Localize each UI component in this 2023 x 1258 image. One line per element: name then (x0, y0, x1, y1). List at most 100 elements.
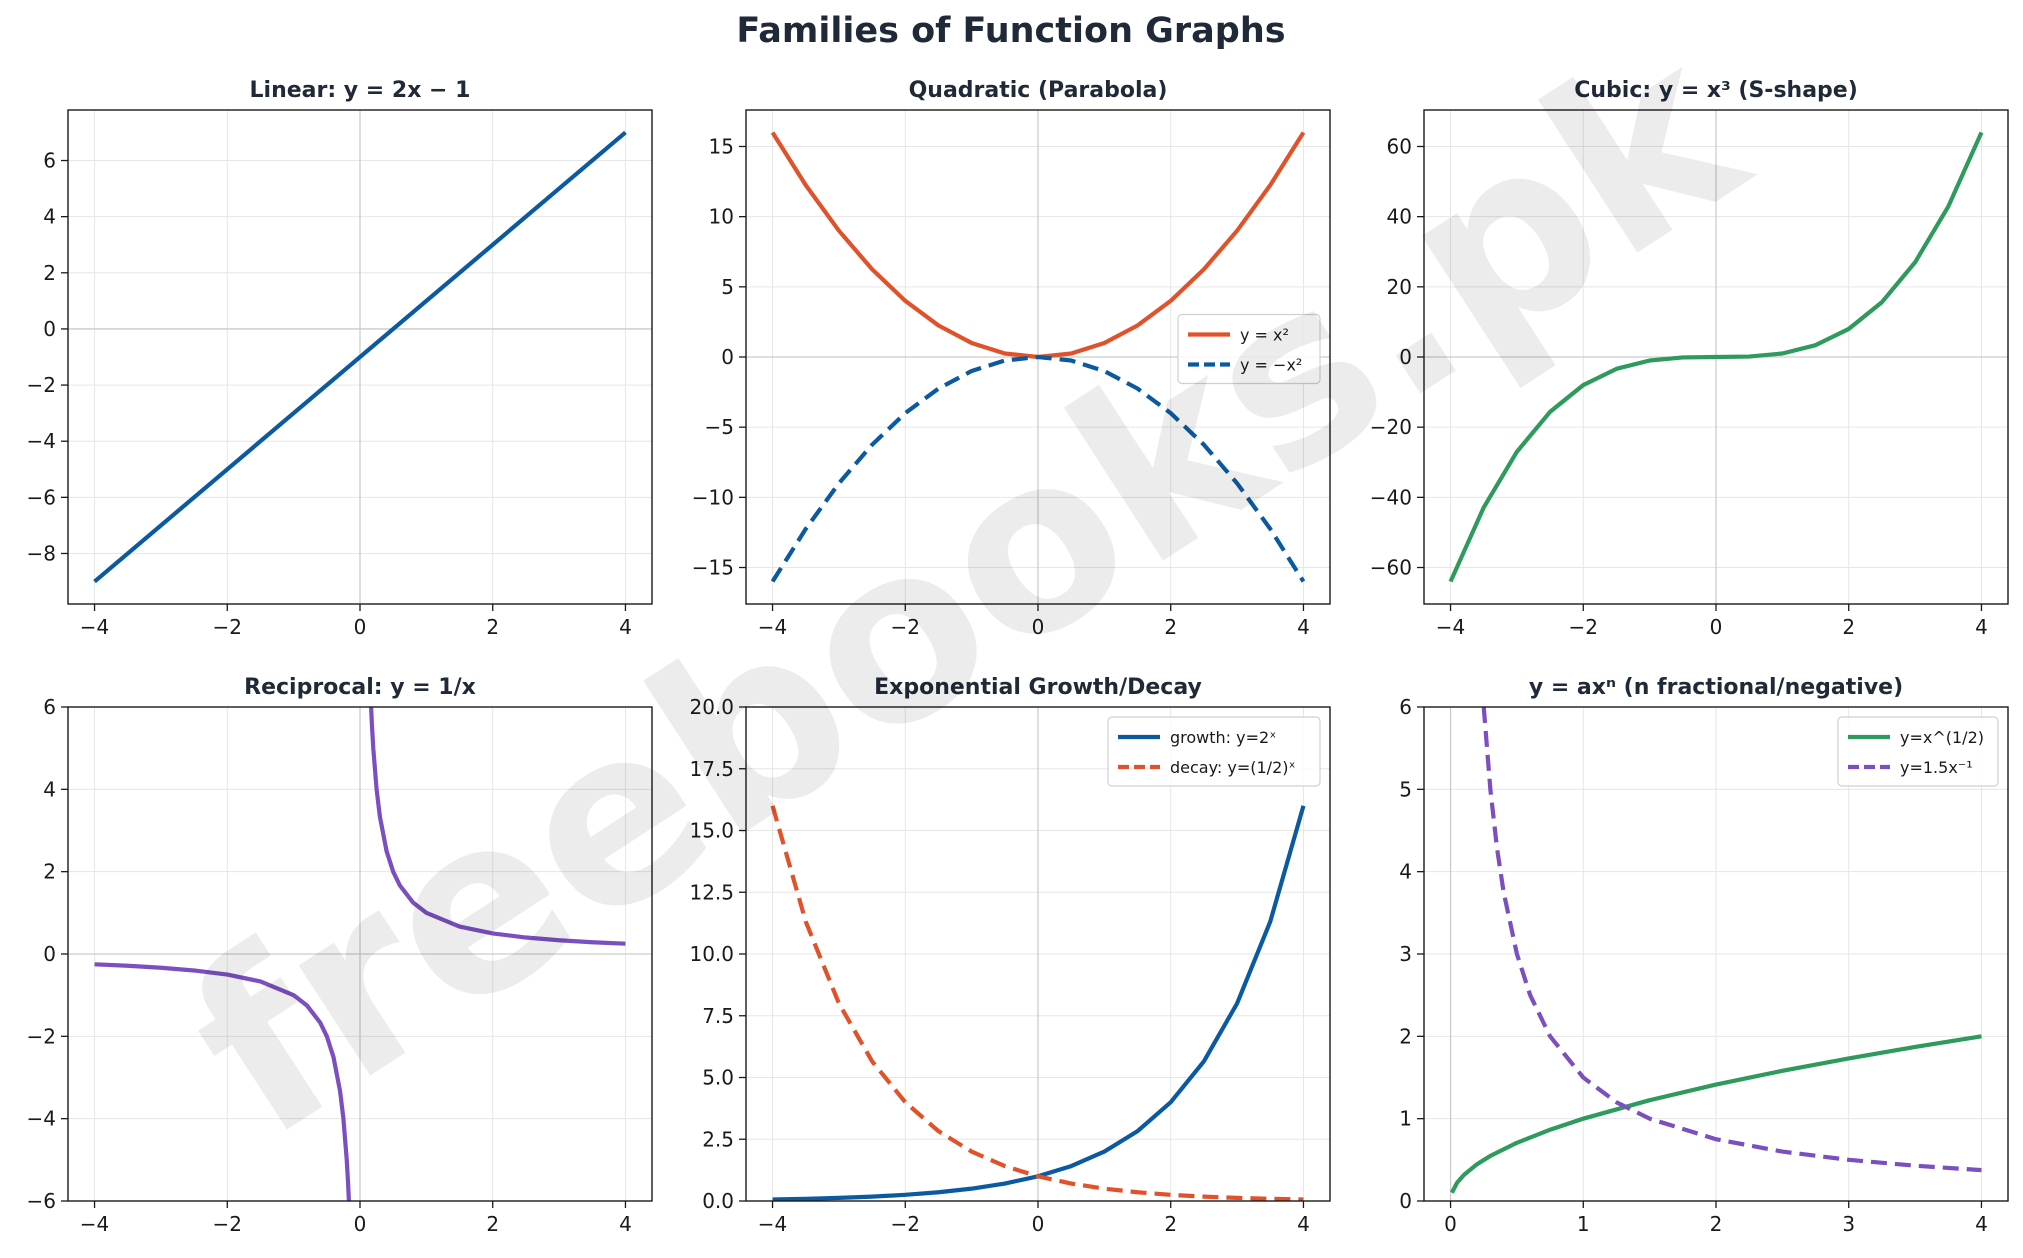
x-tick-label: −2 (1569, 615, 1598, 639)
x-tick-label: 4 (1975, 615, 1988, 639)
y-tick-label: 17.5 (689, 757, 734, 781)
x-tick-label: 0 (354, 615, 367, 639)
panel-title: Quadratic (Parabola) (909, 78, 1168, 103)
y-tick-label: 0.0 (702, 1189, 734, 1213)
panel-title: Linear: y = 2x − 1 (250, 78, 471, 103)
x-tick-label: −4 (80, 615, 109, 639)
y-tick-label: −8 (27, 541, 56, 565)
y-tick-label: −2 (27, 373, 56, 397)
x-tick-label: 2 (486, 1212, 499, 1236)
y-tick-label: 20.0 (689, 695, 734, 719)
x-tick-label: 4 (619, 615, 632, 639)
y-tick-label: 4 (43, 205, 56, 229)
x-tick-label: 0 (354, 1212, 367, 1236)
legend-label: decay: y=(1/2)ˣ (1170, 758, 1296, 777)
y-tick-label: 0 (43, 942, 56, 966)
x-tick-label: −4 (758, 1212, 787, 1236)
legend-label: y=1.5x⁻¹ (1900, 758, 1973, 777)
y-tick-label: 1 (1399, 1107, 1412, 1131)
x-tick-label: 2 (1710, 1212, 1723, 1236)
y-tick-label: −10 (692, 485, 734, 509)
x-tick-label: 2 (1164, 615, 1177, 639)
y-tick-label: −6 (27, 1189, 56, 1213)
x-tick-label: 3 (1842, 1212, 1855, 1236)
x-tick-label: 0 (1710, 615, 1723, 639)
y-tick-label: 5 (721, 275, 734, 299)
y-tick-label: 3 (1399, 942, 1412, 966)
y-tick-label: 10 (709, 205, 734, 229)
y-tick-label: 2 (43, 261, 56, 285)
y-tick-label: 20 (1387, 275, 1412, 299)
y-tick-label: 4 (1399, 860, 1412, 884)
y-tick-label: −40 (1370, 485, 1412, 509)
x-tick-label: −2 (213, 615, 242, 639)
y-tick-label: 0 (1399, 1189, 1412, 1213)
y-tick-label: 6 (43, 695, 56, 719)
x-tick-label: 0 (1444, 1212, 1457, 1236)
y-tick-label: 2.5 (702, 1127, 734, 1151)
y-tick-label: 5.0 (702, 1066, 734, 1090)
y-tick-label: −4 (27, 429, 56, 453)
y-tick-label: 6 (1399, 695, 1412, 719)
legend: growth: y=2ˣ decay: y=(1/2)ˣ (1107, 716, 1321, 787)
y-tick-label: 12.5 (689, 880, 734, 904)
panel-cubic: Cubic: y = x³ (S-shape) −4 −2 0 2 4−60−40−20… (1370, 78, 2009, 639)
panel-title: Exponential Growth/Decay (874, 675, 1202, 700)
y-tick-label: 15 (709, 134, 734, 158)
y-tick-label: 0 (43, 317, 56, 341)
y-tick-label: 2 (43, 860, 56, 884)
y-tick-label: 15.0 (689, 819, 734, 843)
x-tick-label: 4 (1297, 615, 1310, 639)
x-tick-label: −4 (80, 1212, 109, 1236)
y-tick-label: 40 (1387, 205, 1412, 229)
y-tick-label: −20 (1370, 415, 1412, 439)
y-tick-label: 6 (43, 149, 56, 173)
series-line-2 (770, 354, 1306, 583)
y-tick-label: 4 (43, 777, 56, 801)
panel-quadratic: Quadratic (Parabola) −4 −2 0 2 4 −15 −10 −5 0 5 10… (692, 78, 1331, 639)
y-tick-label: 7.5 (702, 1004, 734, 1028)
series-line-1 (1448, 131, 1984, 583)
y-tick-label: 5 (1399, 777, 1412, 801)
y-tick-label: −5 (705, 415, 734, 439)
panel-title: Reciprocal: y = 1/x (244, 675, 476, 700)
legend-box (1107, 716, 1321, 787)
series-line-2 (1481, 707, 1982, 1173)
x-tick-label: −4 (1436, 615, 1465, 639)
legend-label: growth: y=2ˣ (1170, 728, 1276, 747)
y-tick-label: 60 (1387, 134, 1412, 158)
y-tick-label: −2 (27, 1024, 56, 1048)
x-tick-label: −2 (891, 1212, 920, 1236)
legend: y=x^(1/2) y=1.5x⁻¹ (1837, 716, 1999, 787)
x-tick-label: 4 (619, 1212, 632, 1236)
legend-label: y=x^(1/2) (1900, 728, 1984, 747)
x-tick-label: −2 (891, 615, 920, 639)
figure-title: Families of Function Graphs (736, 11, 1285, 51)
x-tick-label: 0 (1032, 615, 1045, 639)
series-line-1 (1450, 1034, 1982, 1194)
x-tick-label: 4 (1297, 1212, 1310, 1236)
x-tick-label: 0 (1032, 1212, 1045, 1236)
y-tick-label: 2 (1399, 1024, 1412, 1048)
panel-power: y = axⁿ (n fractional/negative) 0 1 2 3 4 0 1 2… (1399, 675, 2009, 1236)
y-tick-label: −4 (27, 1107, 56, 1131)
series-line-2 (368, 707, 626, 946)
series-line-1 (94, 962, 352, 1201)
series-line-2 (770, 805, 1304, 1201)
legend-label: y = x² (1240, 326, 1289, 345)
x-tick-label: 2 (1164, 1212, 1177, 1236)
series-line-1 (93, 130, 627, 584)
legend-label: y = −x² (1240, 356, 1302, 375)
x-tick-label: −4 (758, 615, 787, 639)
x-tick-label: 1 (1577, 1212, 1590, 1236)
panel-reciprocal: Reciprocal: y = 1/x −4 −2 0 2 4 −6 −4 −2 0 2 4 6 (27, 675, 653, 1236)
y-tick-label: −15 (692, 556, 734, 580)
y-tick-label: 0 (1399, 345, 1412, 369)
y-tick-label: 0 (721, 345, 734, 369)
panel-exponential: Exponential Growth/Decay −4 −2 0 2 4 0.0 2.5 5.… (689, 675, 1331, 1236)
y-tick-label: −60 (1370, 556, 1412, 580)
legend: y = x² y = −x² (1177, 313, 1321, 385)
x-tick-label: −2 (213, 1212, 242, 1236)
